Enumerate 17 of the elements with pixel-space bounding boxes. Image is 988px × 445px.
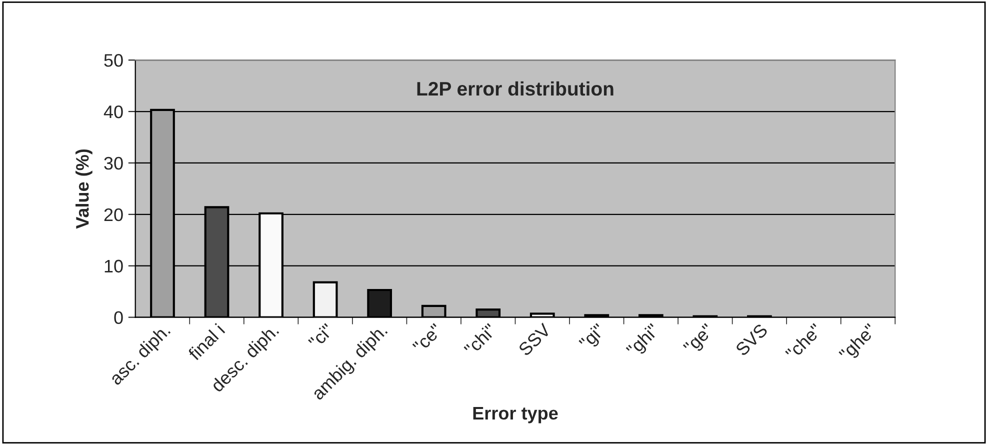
x-tick-label: "chi" — [463, 322, 497, 356]
x-tick-label: "ci" — [308, 322, 334, 350]
x-tick-label: "ge" — [682, 323, 717, 357]
y-axis-title: Value (%) — [76, 149, 92, 229]
y-tick-label: 30 — [104, 156, 123, 170]
text: L2P error distribution — [417, 81, 614, 96]
x-tick-label: SVS — [734, 323, 768, 356]
y-tick-label: 0 — [114, 311, 123, 324]
x-tick-label: "gi" — [578, 322, 608, 353]
y-tick-label: 20 — [104, 208, 123, 222]
x-tick-label: final i — [187, 323, 226, 362]
y-tick-label: 10 — [104, 260, 123, 273]
x-tick-label: "ce" — [412, 323, 443, 354]
y-tick-label: 40 — [104, 105, 123, 118]
x-tick-label: asc. diph. — [108, 323, 174, 388]
y-tick-label: 50 — [104, 54, 123, 67]
x-axis-title: Error type — [473, 407, 558, 424]
